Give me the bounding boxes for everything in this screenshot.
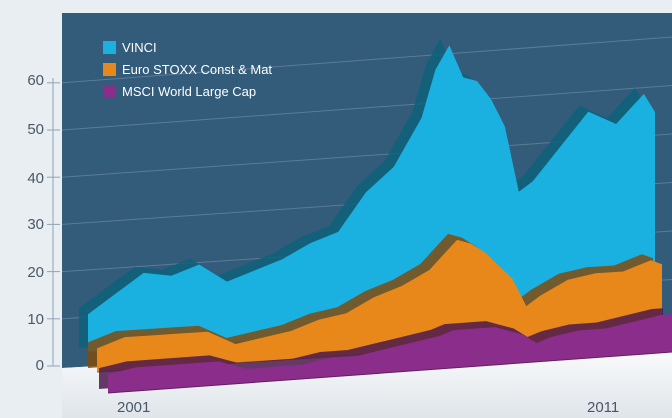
series-area-vinci bbox=[88, 45, 655, 353]
y-tick-label: 30 bbox=[27, 216, 44, 233]
chart-legend: VINCI Euro STOXX Const & Mat MSCI World … bbox=[103, 40, 272, 106]
legend-swatch-euro-stoxx bbox=[103, 63, 116, 76]
series-base-msci bbox=[107, 351, 672, 394]
y-tick-label: 20 bbox=[27, 264, 44, 281]
legend-item-msci: MSCI World Large Cap bbox=[103, 84, 272, 106]
legend-label-euro-stoxx: Euro STOXX Const & Mat bbox=[122, 62, 273, 77]
grid-line bbox=[61, 85, 672, 131]
x-tick-label: 2001 bbox=[117, 399, 151, 416]
y-tick-label: 60 bbox=[27, 72, 44, 89]
legend-item-vinci: VINCI bbox=[103, 40, 272, 62]
legend-label-vinci: VINCI bbox=[122, 40, 157, 55]
legend-label-msci: MSCI World Large Cap bbox=[122, 84, 257, 99]
y-tick-label: 50 bbox=[27, 121, 44, 138]
legend-item-euro-stoxx: Euro STOXX Const & Mat bbox=[103, 62, 272, 84]
y-tick-label: 10 bbox=[27, 311, 44, 328]
legend-swatch-vinci bbox=[103, 41, 116, 54]
x-tick-label: 2011 bbox=[587, 399, 620, 416]
grid-line bbox=[61, 36, 672, 84]
y-tick-label: 40 bbox=[27, 170, 44, 187]
series-msci bbox=[99, 308, 672, 394]
legend-swatch-msci bbox=[103, 85, 116, 98]
series-area-msci bbox=[108, 314, 672, 393]
y-tick-label: 0 bbox=[35, 357, 44, 374]
